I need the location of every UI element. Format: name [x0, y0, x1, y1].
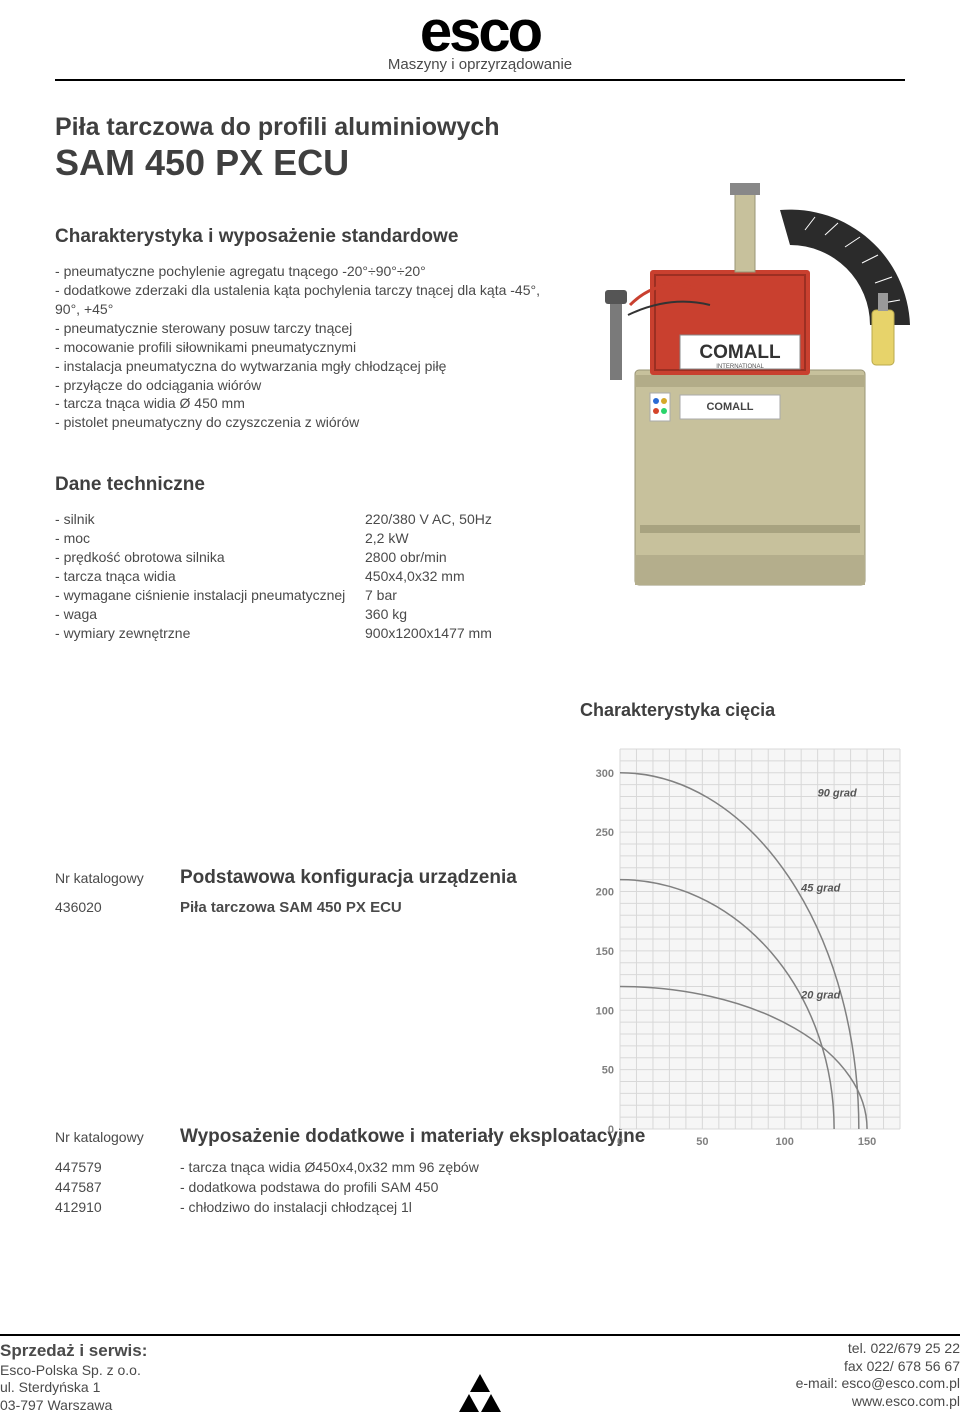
svg-text:100: 100 — [596, 1005, 614, 1017]
tech-values-col: 220/380 V AC, 50Hz2,2 kW2800 obr/min450x… — [365, 510, 492, 642]
catalog-label: Nr katalogowy — [55, 1129, 180, 1145]
accessory-desc: - dodatkowa podstawa do profili SAM 450 — [180, 1178, 438, 1198]
catalog-label: Nr katalogowy — [55, 870, 180, 886]
footer-right: tel. 022/679 25 22fax 022/ 678 56 67e-ma… — [796, 1340, 960, 1414]
footer-right-line: www.esco.com.pl — [796, 1393, 960, 1411]
svg-text:150: 150 — [858, 1136, 876, 1148]
accessory-number: 447587 — [55, 1178, 180, 1198]
brand-tagline: Maszyny i oprzyrządowanie — [55, 56, 905, 73]
config-desc: Piła tarczowa SAM 450 PX ECU — [180, 899, 402, 916]
svg-text:COMALL: COMALL — [699, 342, 781, 363]
footer-right-line: fax 022/ 678 56 67 — [796, 1358, 960, 1376]
svg-text:250: 250 — [596, 827, 614, 839]
svg-text:0: 0 — [608, 1124, 614, 1136]
footer-right-line: tel. 022/679 25 22 — [796, 1340, 960, 1358]
svg-text:50: 50 — [696, 1136, 708, 1148]
config-number: 436020 — [55, 899, 180, 916]
svg-text:150: 150 — [596, 946, 614, 958]
feature-item: przyłącze do odciągania wiórów — [55, 376, 565, 395]
brand-logo-text: esco — [55, 6, 905, 58]
accessory-desc: - chłodziwo do instalacji chłodzącej 1l — [180, 1198, 412, 1218]
accessory-row: 447579- tarcza tnąca widia Ø450x4,0x32 m… — [55, 1158, 905, 1178]
tech-value: 7 bar — [365, 586, 492, 605]
tech-label: waga — [55, 605, 365, 624]
footer-left-line: ul. Sterdyńska 1 — [0, 1379, 147, 1397]
feature-item: pneumatycznie sterowany posuw tarczy tną… — [55, 319, 565, 338]
footer-right-line: e-mail: esco@esco.com.pl — [796, 1375, 960, 1393]
header-divider — [55, 79, 905, 81]
tech-label: wymiary zewnętrzne — [55, 624, 365, 643]
svg-text:45 grad: 45 grad — [800, 883, 840, 895]
feature-item: instalacja pneumatyczna do wytwarzania m… — [55, 357, 565, 376]
svg-text:300: 300 — [596, 768, 614, 780]
tech-value: 900x1200x1477 mm — [365, 624, 492, 643]
cut-chart: 90 grad 45 grad 20 grad 0 50 100 150 0 50 100 150 2… — [580, 739, 910, 1159]
feature-item: mocowanie profili siłownikami pneumatycz… — [55, 338, 565, 357]
svg-text:INTERNATIONAL: INTERNATIONAL — [716, 364, 764, 370]
brand-header: esco Maszyny i oprzyrządowanie — [55, 0, 905, 73]
footer-left-heading: Sprzedaż i serwis: — [0, 1340, 147, 1361]
features-list: pneumatyczne pochylenie agregatu tnącego… — [55, 262, 565, 432]
accessories-list: 447579- tarcza tnąca widia Ø450x4,0x32 m… — [55, 1158, 905, 1217]
footer-left-line: Esco-Polska Sp. z o.o. — [0, 1362, 147, 1380]
accessory-number: 447579 — [55, 1158, 180, 1178]
tech-label: moc — [55, 529, 365, 548]
product-subtitle: Piła tarczowa do profili aluminiowych — [55, 113, 905, 142]
tech-value: 360 kg — [365, 605, 492, 624]
accessory-row: 412910- chłodziwo do instalacji chłodząc… — [55, 1198, 905, 1218]
tech-label: silnik — [55, 510, 365, 529]
page-footer: Sprzedaż i serwis: Esco-Polska Sp. z o.o… — [0, 1334, 960, 1420]
svg-text:200: 200 — [596, 887, 614, 899]
tech-label: tarcza tnąca widia — [55, 567, 365, 586]
svg-text:90 grad: 90 grad — [818, 788, 857, 800]
footer-left-line: 03-797 Warszawa — [0, 1397, 147, 1415]
tech-label: wymagane ciśnienie instalacji pneumatycz… — [55, 586, 365, 605]
cut-chart-heading: Charakterystyka cięcia — [580, 700, 925, 721]
svg-text:20 grad: 20 grad — [800, 989, 840, 1001]
accessory-number: 412910 — [55, 1198, 180, 1218]
accessory-row: 447587- dodatkowa podstawa do profili SA… — [55, 1178, 905, 1198]
accessory-desc: - tarcza tnąca widia Ø450x4,0x32 mm 96 z… — [180, 1158, 479, 1178]
footer-left: Sprzedaż i serwis: Esco-Polska Sp. z o.o… — [0, 1340, 147, 1414]
tech-label: prędkość obrotowa silnika — [55, 548, 365, 567]
tech-value: 450x4,0x32 mm — [365, 567, 492, 586]
tech-value: 2800 obr/min — [365, 548, 492, 567]
feature-item: pistolet pneumatyczny do czyszczenia z w… — [55, 413, 565, 432]
title-block: Piła tarczowa do profili aluminiowych SA… — [55, 113, 905, 184]
tech-labels-col: silnikmocprędkość obrotowa silnikatarcza… — [55, 510, 365, 642]
svg-text:0: 0 — [617, 1136, 623, 1148]
product-image: COMALL INTERNATIONAL COMALL — [580, 175, 915, 605]
svg-text:COMALL: COMALL — [706, 401, 753, 413]
svg-text:100: 100 — [776, 1136, 794, 1148]
tech-value: 2,2 kW — [365, 529, 492, 548]
cut-chart-block: Charakterystyka cięcia 90 grad 45 grad 20 … — [580, 700, 925, 1159]
feature-item: tarcza tnąca widia Ø 450 mm — [55, 394, 565, 413]
tech-value: 220/380 V AC, 50Hz — [365, 510, 492, 529]
footer-logo-icon — [457, 1372, 503, 1412]
svg-text:50: 50 — [602, 1065, 614, 1077]
feature-item: pneumatyczne pochylenie agregatu tnącego… — [55, 262, 565, 281]
feature-item: dodatkowe zderzaki dla ustalenia kąta po… — [55, 281, 565, 319]
